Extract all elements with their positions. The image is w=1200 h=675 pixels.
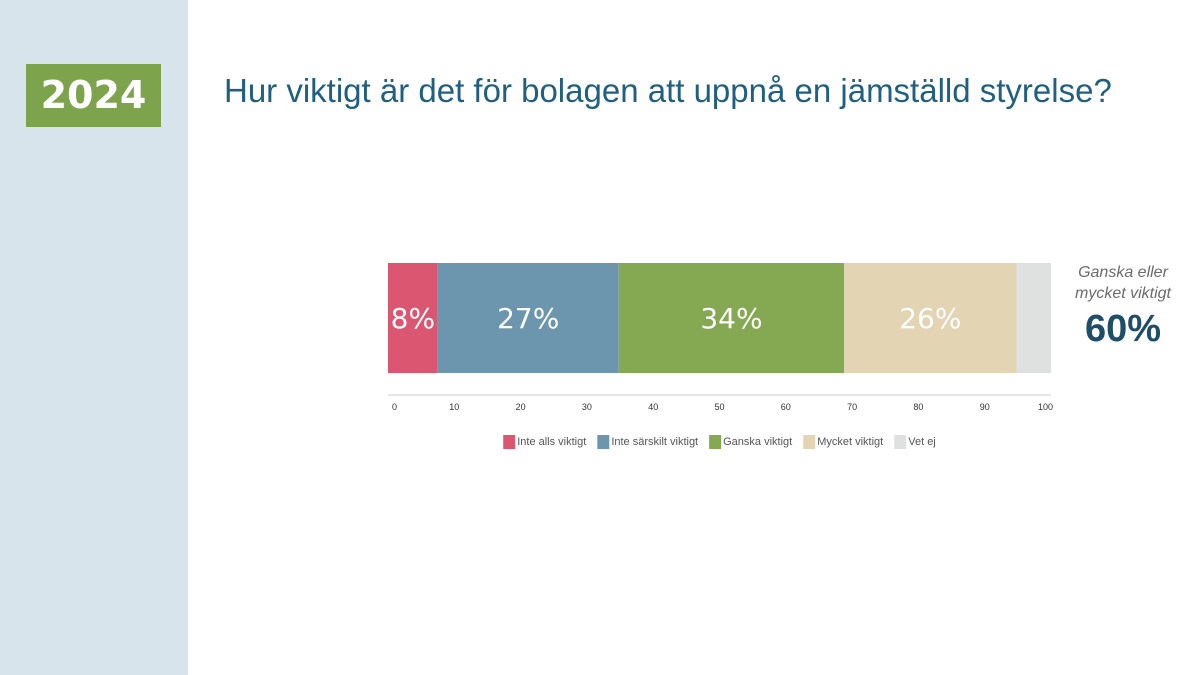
stacked-bar-chart: 8% 27% 34% 26% 0 10 20 30 40 50 60 70 80 90 100 Inte … bbox=[388, 263, 1053, 449]
chart-legend: Inte alls viktigt Inte särskilt viktigt Ga… bbox=[503, 435, 936, 449]
bar-segment-mycket-viktigt bbox=[844, 263, 1017, 373]
legend-label-inte-alls-viktigt: Inte alls viktigt bbox=[517, 436, 586, 448]
bar-segment-vet-ej bbox=[1016, 263, 1051, 373]
summary-value: 60% bbox=[1084, 308, 1162, 350]
x-tick-label: 30 bbox=[582, 402, 592, 412]
legend-label-ganska-viktigt: Ganska viktigt bbox=[723, 436, 792, 448]
legend-swatch-ganska-viktigt bbox=[709, 435, 722, 449]
legend-label-inte-sarskilt-viktigt: Inte särskilt viktigt bbox=[611, 436, 698, 448]
x-tick-label: 50 bbox=[714, 402, 724, 412]
page-title: Hur viktigt är det för bolagen att uppnå… bbox=[224, 72, 1112, 109]
bar-label-inte-alls-viktigt: 8% bbox=[391, 302, 435, 335]
bar-label-inte-sarskilt-viktigt: 27% bbox=[497, 302, 559, 335]
year-badge: 2024 bbox=[26, 64, 161, 127]
x-tick-label: 70 bbox=[847, 402, 857, 412]
bar-segment-inte-sarskilt-viktigt bbox=[437, 263, 619, 373]
x-tick-label: 40 bbox=[648, 402, 658, 412]
legend-label-mycket-viktigt: Mycket viktigt bbox=[817, 436, 883, 448]
bar-label-mycket-viktigt: 26% bbox=[899, 302, 961, 335]
x-tick-label: 100 bbox=[1038, 402, 1053, 412]
x-tick-label: 20 bbox=[516, 402, 526, 412]
x-tick-label: 80 bbox=[913, 402, 923, 412]
legend-swatch-inte-alls-viktigt bbox=[503, 435, 516, 449]
legend-label-vet-ej: Vet ej bbox=[908, 436, 936, 448]
bar-segment-inte-alls-viktigt bbox=[388, 263, 438, 373]
bar-segment-ganska-viktigt bbox=[618, 263, 845, 373]
legend-swatch-mycket-viktigt bbox=[803, 435, 816, 449]
x-tick-label: 0 bbox=[392, 402, 397, 412]
x-tick-label: 10 bbox=[449, 402, 459, 412]
x-tick-label: 60 bbox=[781, 402, 791, 412]
summary-label-line2: mycket viktigt bbox=[1074, 285, 1171, 302]
bar-segments bbox=[388, 263, 1051, 373]
x-tick-label: 90 bbox=[980, 402, 990, 412]
bar-data-labels: 8% 27% 34% 26% bbox=[391, 302, 962, 335]
bar-label-ganska-viktigt: 34% bbox=[700, 302, 762, 335]
legend-swatch-inte-sarskilt-viktigt bbox=[597, 435, 610, 449]
summary-label-line1: Ganska eller bbox=[1078, 264, 1168, 281]
summary-box: Ganska eller mycket viktigt 60% bbox=[1058, 262, 1188, 351]
x-axis-tick-labels: 0 10 20 30 40 50 60 70 80 90 100 bbox=[392, 402, 1053, 412]
legend-swatch-vet-ej bbox=[894, 435, 907, 449]
